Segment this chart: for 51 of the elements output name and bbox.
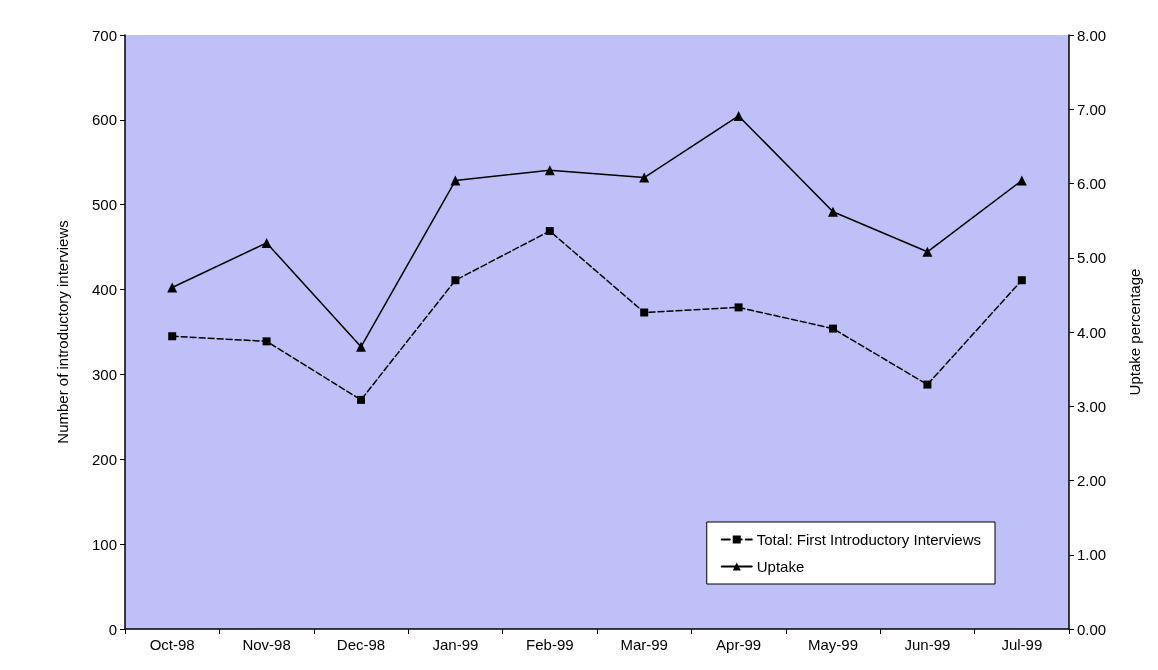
point — [168, 332, 177, 341]
legend-label: Total: First Introductory Interviews — [756, 531, 982, 548]
y-tick-label: 100 — [91, 535, 117, 553]
y2-axis-title: Uptake percentage — [1126, 268, 1143, 396]
x-tick-label: Feb-99 — [526, 636, 574, 653]
y-tick-label: 300 — [91, 365, 117, 383]
y2-tick-label: 7.00 — [1077, 100, 1107, 118]
x-tick-label: Mar-99 — [620, 636, 668, 653]
point — [261, 237, 272, 248]
x-tick-label: May-99 — [807, 636, 859, 653]
y2-tick-label: 5.00 — [1077, 249, 1107, 267]
x-tick-label: Nov-98 — [242, 636, 291, 653]
point — [451, 276, 460, 285]
x-tick-label: Jan-99 — [432, 636, 479, 653]
point — [450, 175, 461, 186]
x-tick-label: Jun-99 — [904, 636, 951, 653]
point — [356, 341, 366, 352]
point — [828, 206, 838, 217]
point — [262, 337, 271, 346]
y2-tick-label: 0.00 — [1077, 620, 1107, 638]
y2-tick-label: 2.00 — [1077, 472, 1107, 489]
x-tick-label: Jul-99 — [1001, 636, 1043, 653]
y-tick-label: 200 — [91, 450, 117, 468]
y-tick-label: 700 — [91, 26, 117, 44]
y-axis-title: Number of introductory interviews — [54, 220, 71, 444]
point — [1017, 276, 1026, 285]
point — [357, 395, 365, 404]
point — [829, 324, 837, 333]
y-tick-label: 600 — [91, 111, 117, 129]
y-tick-label: 0 — [108, 620, 117, 638]
y2-tick-label: 6.00 — [1077, 175, 1107, 192]
y-tick-label: 500 — [91, 196, 117, 214]
point — [733, 110, 744, 121]
point — [639, 172, 650, 183]
legend-label: Uptake — [756, 558, 805, 575]
y-tick-label: 400 — [91, 281, 117, 299]
point — [923, 380, 932, 389]
point — [545, 227, 554, 236]
y2-tick-label: 1.00 — [1077, 546, 1107, 564]
point — [544, 165, 555, 176]
point — [734, 303, 743, 312]
x-tick-label: Oct-98 — [149, 636, 195, 653]
point — [1016, 175, 1027, 186]
point — [167, 282, 178, 293]
y2-tick-label: 4.00 — [1077, 323, 1107, 341]
y2-tick-label: 3.00 — [1077, 397, 1107, 415]
x-tick-label: Dec-98 — [336, 636, 386, 653]
y2-tick-label: 8.00 — [1077, 26, 1107, 44]
x-tick-label: Apr-99 — [716, 636, 762, 653]
point — [640, 308, 649, 317]
point — [922, 246, 933, 257]
